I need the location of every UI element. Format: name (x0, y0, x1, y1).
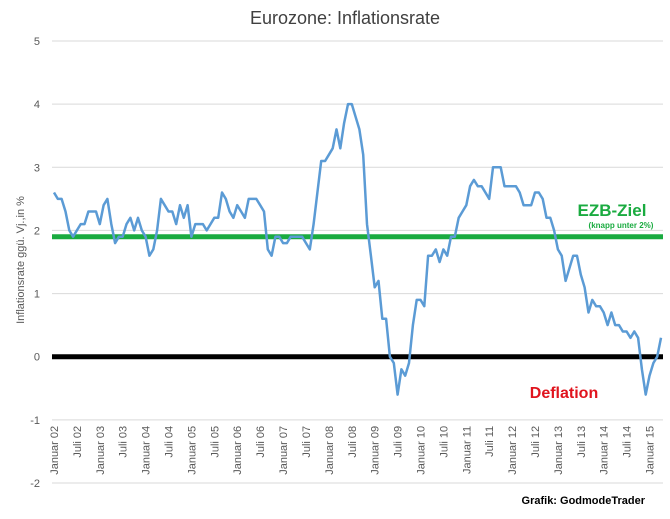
x-tick-label: Juli 11 (484, 426, 496, 457)
x-tick-label: Juli 13 (576, 426, 588, 458)
x-tick-label: Januar 14 (599, 426, 611, 475)
y-tick-label: 3 (34, 162, 40, 174)
x-tick-label: Juli 04 (164, 426, 176, 458)
x-tick-label: Januar 15 (645, 426, 657, 475)
inflation-series-line (52, 102, 663, 396)
reference-lines (52, 234, 663, 360)
x-tick-label: Juli 09 (393, 426, 405, 458)
y-axis-label: Inflationsrate ggü. Vj.,in % (15, 196, 27, 324)
x-tick-label: Januar 12 (507, 426, 519, 475)
x-tick-label: Juli 12 (530, 426, 542, 458)
x-tick-labels: Januar 02 Juli 02 Januar 03 Juli 03 Januar 0… (49, 426, 657, 475)
x-tick-label: Januar 10 (415, 426, 427, 475)
y-tick-label: -1 (30, 415, 40, 427)
y-tick-label: 5 (34, 36, 40, 48)
x-tick-label: Juli 05 (209, 426, 221, 458)
x-tick-label: Juli 14 (622, 426, 634, 458)
ezb-target-sublabel: (knapp unter 2%) (589, 221, 654, 230)
y-tick-labels: -2 -1 0 1 2 3 4 5 (30, 36, 40, 490)
x-tick-label: Juli 06 (255, 426, 267, 458)
x-tick-label: Januar 06 (232, 426, 244, 475)
x-tick-label: Juli 07 (301, 426, 313, 458)
x-tick-label: Januar 03 (95, 426, 107, 475)
source-credit: Grafik: GodmodeTrader (522, 495, 646, 507)
chart-title: Eurozone: Inflationsrate (250, 8, 440, 28)
ezb-target-label: EZB-Ziel (578, 201, 647, 220)
x-tick-label: Januar 04 (141, 426, 153, 475)
x-tick-label: Juli 08 (347, 426, 359, 458)
x-tick-label: Januar 09 (370, 426, 382, 475)
x-tick-label: Januar 13 (553, 426, 565, 475)
x-tick-label: Januar 11 (461, 426, 473, 474)
deflation-label: Deflation (530, 385, 598, 402)
x-tick-label: Januar 08 (324, 426, 336, 475)
x-tick-label: Juli 02 (72, 426, 84, 458)
y-tick-label: 1 (34, 289, 40, 301)
y-tick-label: 2 (34, 225, 40, 237)
x-tick-label: Januar 05 (186, 426, 198, 475)
y-tick-label: 4 (34, 99, 40, 111)
x-tick-label: Januar 02 (49, 426, 61, 475)
x-tick-label: Juli 03 (118, 426, 130, 458)
y-tick-label: 0 (34, 352, 40, 364)
x-tick-label: Januar 07 (278, 426, 290, 475)
x-tick-label: Juli 10 (438, 426, 450, 458)
y-tick-label: -2 (30, 478, 40, 490)
